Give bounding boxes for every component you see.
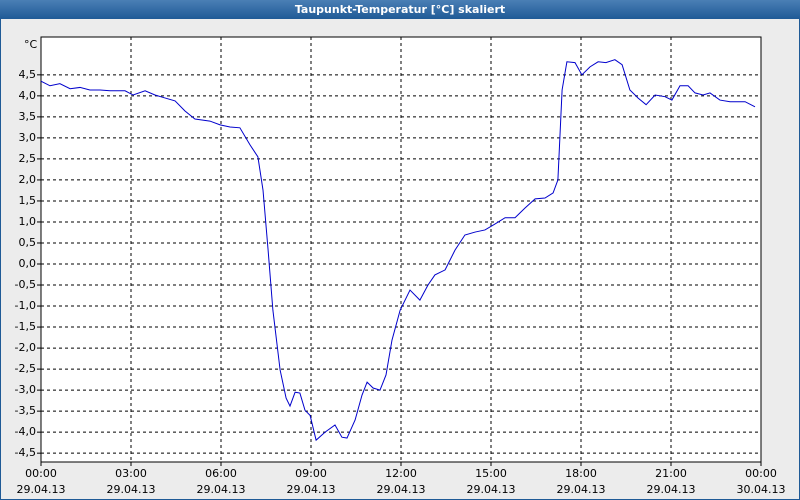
y-tick-label: -1,5 [15, 320, 36, 333]
x-tick-date: 29.04.13 [17, 483, 66, 496]
x-tick-label: 12:00 [385, 467, 417, 480]
y-tick-label: -2,5 [15, 362, 36, 375]
y-tick-label: 1,5 [19, 194, 37, 207]
x-tick-date: 29.04.13 [647, 483, 696, 496]
x-tick-date: 29.04.13 [377, 483, 426, 496]
y-tick-label: -1,0 [15, 299, 36, 312]
x-tick-label: 09:00 [295, 467, 327, 480]
x-tick-date: 29.04.13 [557, 483, 606, 496]
x-tick-label: 00:00 [25, 467, 57, 480]
x-tick-date: 29.04.13 [467, 483, 516, 496]
y-tick-label: 2,5 [19, 152, 37, 165]
x-tick-label: 06:00 [205, 467, 237, 480]
data-line [40, 59, 756, 442]
y-tick-label: -0,5 [15, 278, 36, 291]
y-tick-label: 1,0 [19, 215, 37, 228]
y-tick-label: 3,0 [19, 131, 37, 144]
x-tick-date: 30.04.13 [737, 483, 786, 496]
y-tick-label: -3,5 [15, 404, 36, 417]
y-tick-label: 4,0 [19, 89, 37, 102]
y-unit: °C [24, 38, 38, 51]
y-tick-label: 0,0 [19, 257, 37, 270]
chart-title: Taupunkt-Temperatur [°C] skaliert [295, 3, 505, 16]
y-tick-label: -3,0 [15, 383, 36, 396]
x-tick-label: 15:00 [475, 467, 507, 480]
y-tick-label: 0,5 [19, 236, 37, 249]
x-tick-date: 29.04.13 [287, 483, 336, 496]
y-tick-label: 4,5 [19, 68, 37, 81]
x-tick-label: 00:00 [745, 467, 777, 480]
x-tick-label: 18:00 [565, 467, 597, 480]
x-tick-label: 03:00 [115, 467, 147, 480]
y-tick-label: -4,5 [15, 446, 36, 459]
x-tick-date: 29.04.13 [107, 483, 156, 496]
y-tick-label: -2,0 [15, 341, 36, 354]
title-bar [0, 0, 800, 19]
x-tick-label: 21:00 [655, 467, 687, 480]
x-tick-date: 29.04.13 [197, 483, 246, 496]
y-tick-label: -4,0 [15, 425, 36, 438]
y-tick-label: 2,0 [19, 173, 37, 186]
y-tick-label: 3,5 [19, 110, 37, 123]
